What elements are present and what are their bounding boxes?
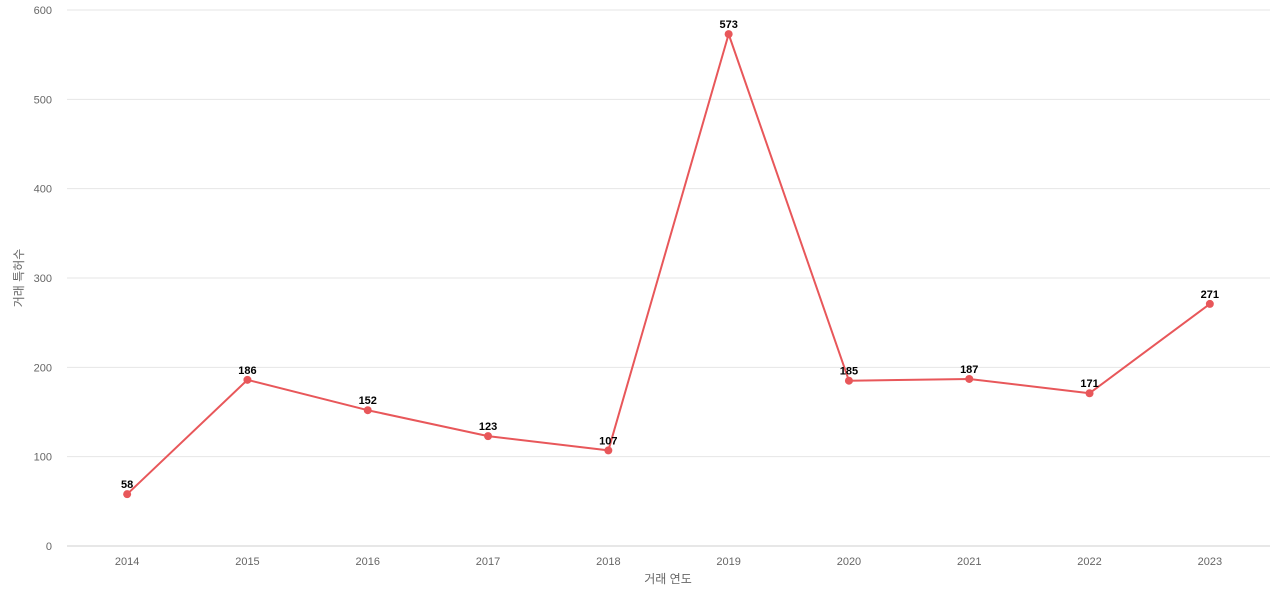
data-point xyxy=(844,376,853,385)
series-layer xyxy=(123,30,1214,499)
series-line xyxy=(126,33,1211,495)
y-axis-title: 거래 특허수 xyxy=(12,249,26,308)
data-point xyxy=(604,446,613,455)
data-label: 152 xyxy=(359,395,377,407)
data-point xyxy=(965,374,974,383)
data-point xyxy=(484,432,493,441)
data-label: 573 xyxy=(719,19,737,31)
data-label: 107 xyxy=(599,435,617,447)
data-label: 185 xyxy=(840,366,858,378)
data-label: 123 xyxy=(479,421,497,433)
y-tick-label: 600 xyxy=(34,5,52,17)
data-point xyxy=(123,490,132,499)
data-label: 187 xyxy=(960,364,978,376)
y-tick-label: 100 xyxy=(34,452,52,464)
data-label: 171 xyxy=(1080,378,1098,390)
x-tick-label: 2015 xyxy=(235,556,259,568)
x-tick-label: 2017 xyxy=(476,556,500,568)
x-tick-label: 2022 xyxy=(1077,556,1101,568)
y-tick-label: 400 xyxy=(34,184,52,196)
x-axis-ticks: 2014 2015 2016 2017 2018 2019 2020 2021 2022 2023 xyxy=(115,556,1222,568)
x-tick-label: 2020 xyxy=(837,556,861,568)
y-axis-ticks: 0 100 200 300 400 500 600 xyxy=(34,5,52,553)
data-point xyxy=(724,30,733,39)
y-tick-label: 200 xyxy=(34,362,52,374)
data-point xyxy=(243,375,252,384)
y-tick-label: 300 xyxy=(34,273,52,285)
grid-lines xyxy=(67,9,1270,547)
x-tick-label: 2018 xyxy=(596,556,620,568)
x-tick-label: 2016 xyxy=(356,556,380,568)
y-tick-label: 500 xyxy=(34,94,52,106)
x-tick-label: 2019 xyxy=(716,556,740,568)
x-tick-label: 2014 xyxy=(115,556,139,568)
data-point xyxy=(1205,299,1214,308)
x-axis-title: 거래 연도 xyxy=(644,572,692,586)
x-tick-label: 2021 xyxy=(957,556,981,568)
data-label: 186 xyxy=(238,365,256,377)
x-tick-label: 2023 xyxy=(1198,556,1222,568)
data-labels: 58 186 152 123 107 573 185 187 171 271 xyxy=(121,19,1219,491)
data-point xyxy=(1085,389,1094,398)
data-label: 271 xyxy=(1201,289,1219,301)
y-tick-label: 0 xyxy=(46,541,52,553)
data-label: 58 xyxy=(121,479,133,491)
data-point xyxy=(363,406,372,415)
